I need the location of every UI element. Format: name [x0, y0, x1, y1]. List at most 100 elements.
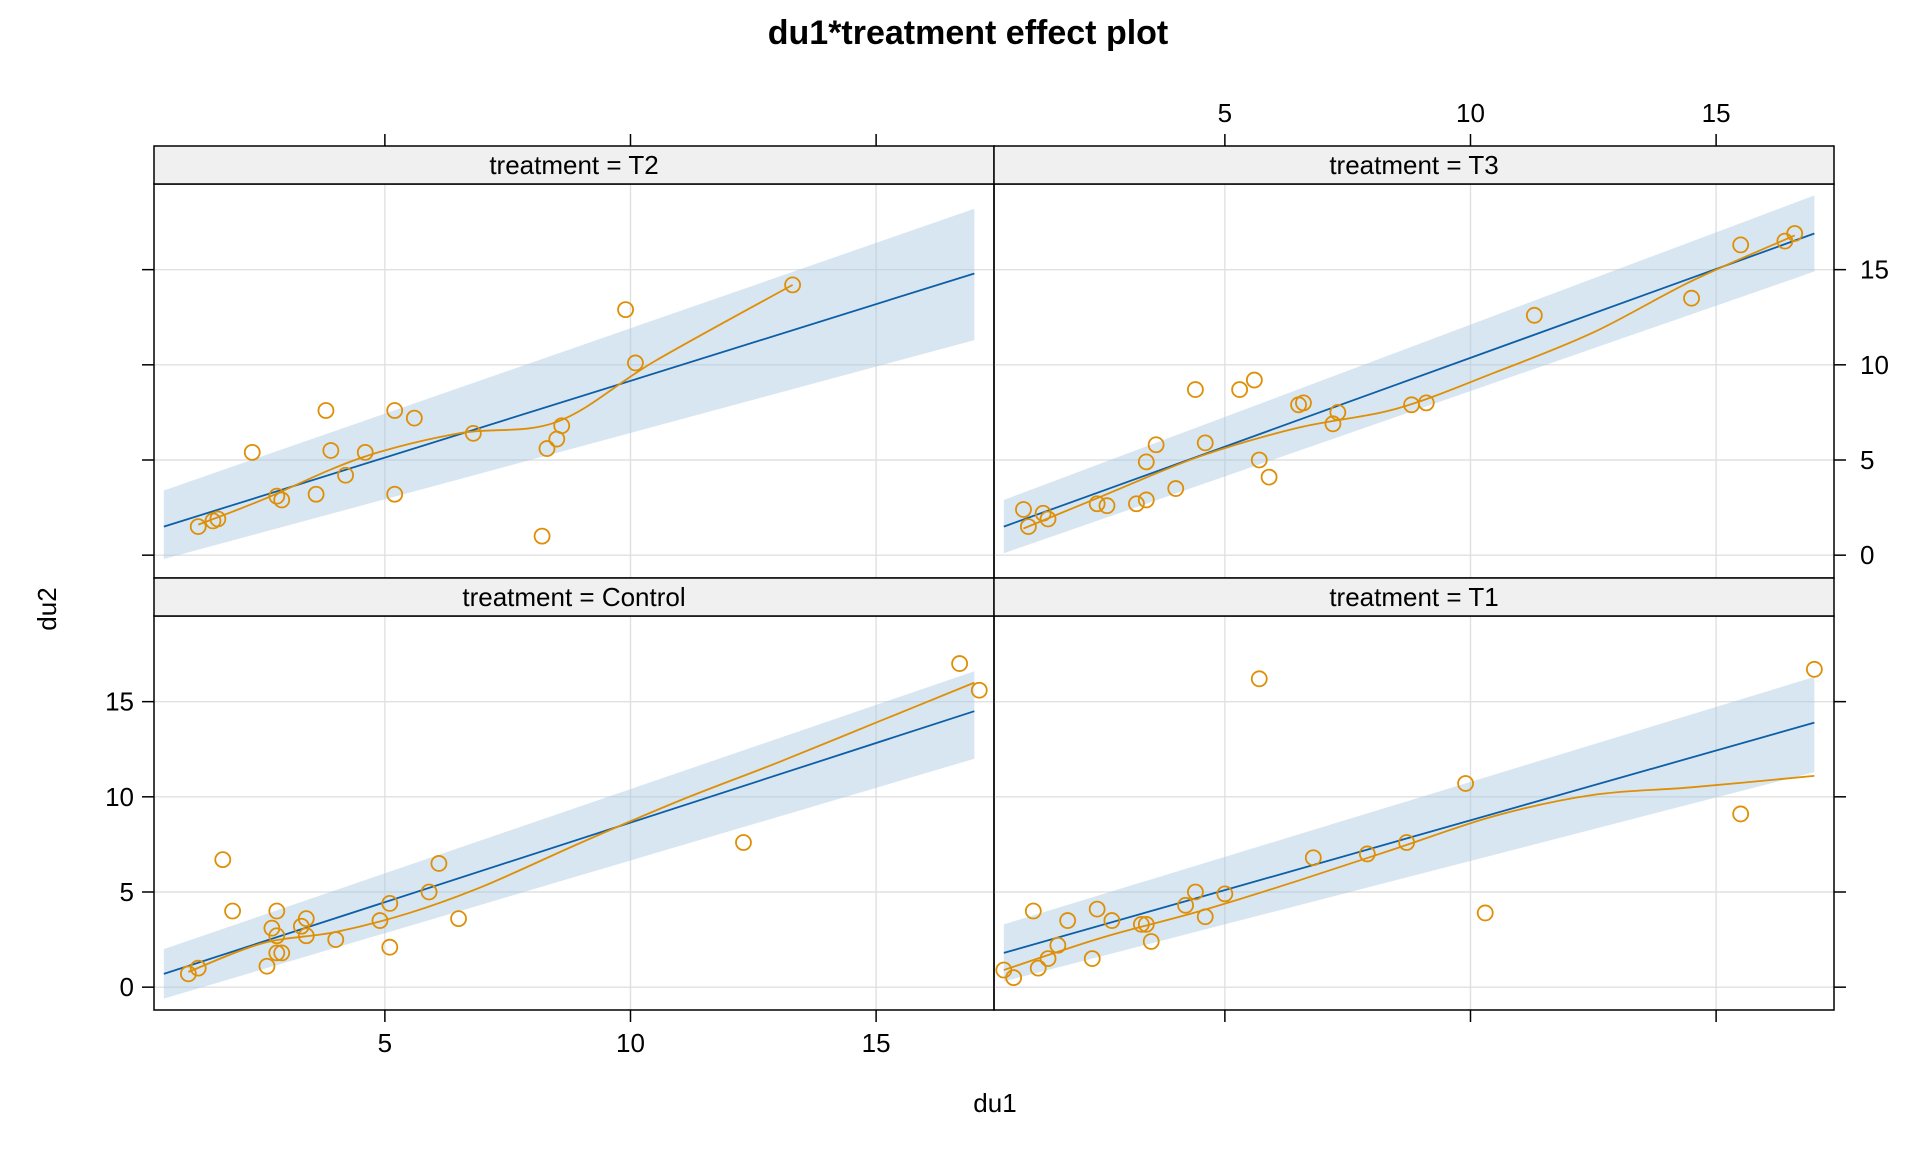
data-point [405, 409, 423, 427]
data-point [538, 440, 556, 457]
y-tick-label: 5 [1860, 445, 1874, 475]
data-point [1147, 436, 1165, 454]
data-point [1245, 371, 1263, 389]
data-point [386, 402, 404, 419]
data-point [209, 510, 227, 528]
data-point [1029, 959, 1047, 977]
strip-label: treatment = T1 [1329, 582, 1498, 612]
data-point [1358, 845, 1376, 863]
confidence-band [1003, 676, 1815, 982]
chart-title: du1*treatment effect plot [768, 14, 1169, 52]
x-tick-label: 15 [862, 1028, 891, 1058]
data-point [1786, 225, 1804, 242]
x-tick-label: 15 [1702, 98, 1731, 128]
y-tick-label: 15 [1860, 255, 1889, 285]
data-point [1137, 915, 1155, 933]
data-point [1683, 289, 1700, 307]
data-point [268, 944, 286, 962]
data-point [1142, 933, 1160, 950]
strip-header [153, 577, 995, 617]
data-point [1083, 950, 1101, 968]
y-tick-label: 0 [120, 972, 134, 1002]
data-point [1132, 915, 1150, 933]
data-point [1103, 912, 1121, 929]
data-point [356, 443, 374, 461]
data-point [371, 912, 389, 929]
smooth-curve [1023, 234, 1796, 530]
data-point [1177, 896, 1194, 914]
data-point [1024, 902, 1042, 920]
data-point [1187, 381, 1204, 398]
data-point [1250, 451, 1268, 469]
panel-control: treatment = Control 5 10 15 0 5 10 15 [105, 577, 995, 1058]
data-point [1231, 381, 1249, 398]
data-point [430, 855, 448, 872]
data-point [322, 442, 340, 459]
data-point [1525, 306, 1543, 324]
data-point [268, 927, 286, 945]
strip-label: treatment = Control [462, 582, 685, 612]
data-point [268, 902, 286, 920]
strip-header [153, 145, 995, 185]
data-point [1049, 936, 1067, 954]
data-point [1039, 950, 1057, 968]
panel-t3: treatment = T3 5 10 15 0 5 10 15 [993, 98, 1889, 579]
data-point [1250, 670, 1268, 688]
data-point [1039, 510, 1057, 528]
x-tick-label: 10 [1456, 98, 1485, 128]
data-point [1805, 660, 1823, 678]
data-point [1059, 912, 1077, 929]
data-point [1216, 885, 1234, 903]
data-point [1128, 495, 1145, 513]
y-tick-label: 10 [105, 782, 134, 812]
data-point [189, 959, 207, 977]
panel-t1: treatment = T1 [993, 577, 1846, 1022]
data-point [1324, 415, 1342, 433]
data-point [970, 681, 988, 699]
y-tick-label: 0 [1860, 540, 1874, 570]
data-point [1167, 480, 1185, 497]
x-tick-label: 5 [378, 1028, 392, 1058]
x-tick-label: 10 [616, 1028, 645, 1058]
data-point [1295, 394, 1312, 412]
data-point [386, 485, 404, 503]
data-point [381, 895, 399, 912]
data-point [381, 938, 399, 956]
data-point [1196, 908, 1214, 926]
data-point [273, 491, 291, 509]
data-point [179, 965, 197, 983]
data-point [1088, 900, 1106, 918]
x-axis-label: du1 [973, 1088, 1016, 1118]
data-point [1019, 518, 1037, 536]
data-point [735, 834, 752, 851]
fitted-line [1003, 232, 1815, 528]
x-tick-label: 5 [1218, 98, 1232, 128]
data-point [1034, 504, 1052, 522]
confidence-band [1003, 195, 1815, 554]
smooth-curve [1003, 774, 1815, 971]
strip-header [993, 577, 1835, 617]
data-point [1260, 468, 1278, 486]
data-point [533, 527, 551, 545]
data-point [268, 487, 286, 505]
data-point [450, 910, 467, 928]
fitted-line [1003, 721, 1815, 954]
data-point [327, 931, 345, 948]
strip-label: treatment = T3 [1329, 150, 1498, 180]
data-point [1098, 497, 1116, 515]
data-point [224, 902, 241, 920]
data-point [189, 518, 207, 536]
data-point [297, 910, 315, 928]
data-point [1015, 501, 1032, 518]
fitted-line [163, 272, 975, 528]
data-point [1417, 394, 1435, 412]
data-point [464, 424, 482, 442]
data-point [258, 957, 276, 975]
data-point [1476, 904, 1494, 922]
data-point [617, 301, 634, 319]
data-point [1329, 404, 1347, 421]
data-point [553, 417, 571, 435]
confidence-band [163, 671, 975, 999]
fitted-line [163, 710, 975, 975]
